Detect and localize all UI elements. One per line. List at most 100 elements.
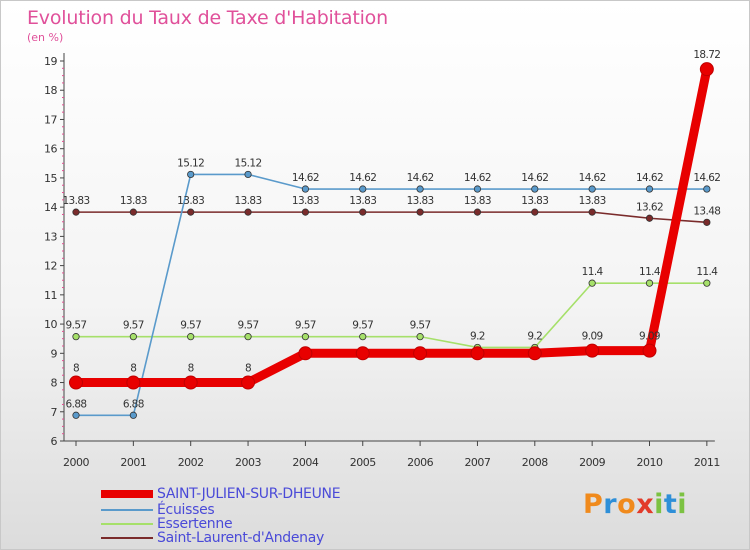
- series-point-3: [359, 208, 367, 216]
- x-tick-label: 2005: [350, 456, 376, 469]
- y-tick-label: 11: [44, 289, 57, 302]
- series-point-0: [699, 62, 714, 77]
- legend-item-2: Essertenne: [101, 516, 233, 532]
- legend-label-0: SAINT-JULIEN-SUR-DHEUNE: [157, 486, 341, 502]
- x-tick-label: 2003: [235, 456, 261, 469]
- y-tick-label: 6: [51, 435, 58, 448]
- data-label: 11.4: [639, 266, 661, 278]
- data-label: 15.12: [177, 157, 204, 169]
- brand-letter: o: [617, 489, 637, 520]
- series-point-0: [126, 375, 141, 390]
- series-point-1: [703, 185, 711, 193]
- legend-item-1: Écuisses: [101, 502, 215, 518]
- series-point-2: [187, 333, 195, 341]
- series-point-3: [703, 218, 711, 226]
- y-tick-label: 14: [44, 201, 57, 214]
- data-label: 14.62: [407, 172, 434, 184]
- x-tick-label: 2007: [464, 456, 490, 469]
- series-point-2: [301, 333, 309, 341]
- legend-swatch-3: [101, 537, 153, 539]
- series-point-3: [531, 208, 539, 216]
- data-label: 6.88: [123, 398, 144, 410]
- data-label: 14.62: [636, 172, 663, 184]
- data-label: 13.83: [62, 195, 89, 207]
- legend-swatch-1: [101, 509, 153, 511]
- series-point-0: [298, 346, 313, 361]
- data-label: 14.62: [464, 172, 491, 184]
- brand-letter: i: [654, 489, 664, 520]
- data-label: 9.2: [527, 330, 542, 342]
- series-point-0: [183, 375, 198, 390]
- x-tick-label: 2009: [579, 456, 605, 469]
- legend-label-1: Écuisses: [157, 502, 215, 518]
- data-label: 9.09: [639, 331, 660, 343]
- series-point-0: [355, 346, 370, 361]
- series-point-0: [241, 375, 256, 390]
- y-tick-label: 7: [51, 406, 58, 419]
- data-label: 13.83: [349, 195, 376, 207]
- brand-letter: t: [663, 489, 678, 520]
- series-line-3: [75, 211, 708, 224]
- series-point-1: [359, 185, 367, 193]
- data-label: 9.09: [582, 331, 603, 343]
- series-point-3: [416, 208, 424, 216]
- y-tick-label: 19: [44, 55, 57, 68]
- legend-item-0: SAINT-JULIEN-SUR-DHEUNE: [101, 486, 341, 502]
- data-label: 9.57: [295, 320, 316, 332]
- series-point-3: [588, 208, 596, 216]
- series-point-0: [585, 343, 600, 358]
- x-tick-label: 2001: [120, 456, 146, 469]
- series-point-0: [69, 375, 83, 390]
- x-tick-label: 2011: [694, 456, 720, 469]
- series-line-2: [75, 282, 708, 349]
- data-label: 13.83: [407, 195, 434, 207]
- data-label: 9.2: [470, 330, 485, 342]
- series-point-3: [187, 208, 195, 216]
- y-tick-label: 15: [44, 172, 57, 185]
- x-tick-label: 2000: [63, 456, 89, 469]
- data-label: 13.83: [521, 195, 548, 207]
- legend-label-2: Essertenne: [157, 516, 233, 532]
- series-point-3: [645, 214, 654, 222]
- data-label: 14.62: [693, 172, 720, 184]
- brand-letter: x: [636, 489, 655, 520]
- data-label: 14.62: [349, 172, 376, 184]
- chart-unit-label: (en %): [27, 31, 64, 44]
- y-tick-label: 17: [44, 113, 57, 126]
- series-point-2: [416, 333, 424, 341]
- data-label: 8: [245, 363, 251, 375]
- brand-letter: i: [677, 489, 688, 520]
- brand-letter: P: [583, 489, 604, 520]
- series-point-1: [301, 185, 309, 193]
- series-point-1: [129, 411, 137, 419]
- series-point-0: [413, 346, 428, 361]
- series-point-2: [72, 333, 80, 341]
- data-label: 9.57: [410, 320, 431, 332]
- legend-label-3: Saint-Laurent-d'Andenay: [157, 530, 325, 546]
- y-tick-label: 10: [44, 318, 57, 331]
- x-tick-label: 2008: [522, 456, 548, 469]
- y-tick-label: 9: [51, 347, 58, 360]
- data-label: 9.57: [352, 320, 373, 332]
- data-label: 9.57: [238, 320, 259, 332]
- x-tick-label: 2010: [637, 456, 663, 469]
- series-point-2: [129, 333, 137, 341]
- series-point-1: [187, 170, 195, 179]
- series-point-0: [642, 343, 657, 358]
- x-tick-label: 2004: [292, 456, 318, 469]
- series-point-3: [473, 208, 482, 216]
- data-label: 9.57: [123, 320, 144, 332]
- series-point-0: [527, 346, 542, 361]
- data-label: 11.4: [582, 266, 604, 278]
- series-point-1: [645, 185, 654, 193]
- data-label: 13.83: [464, 195, 491, 207]
- series-line-0: [71, 64, 712, 388]
- brand-letter: r: [603, 489, 618, 520]
- data-label: 8: [130, 363, 136, 375]
- legend-swatch-0: [101, 490, 153, 498]
- data-label: 8: [73, 363, 79, 375]
- data-label: 9.57: [66, 320, 87, 332]
- data-label: 13.83: [120, 195, 147, 207]
